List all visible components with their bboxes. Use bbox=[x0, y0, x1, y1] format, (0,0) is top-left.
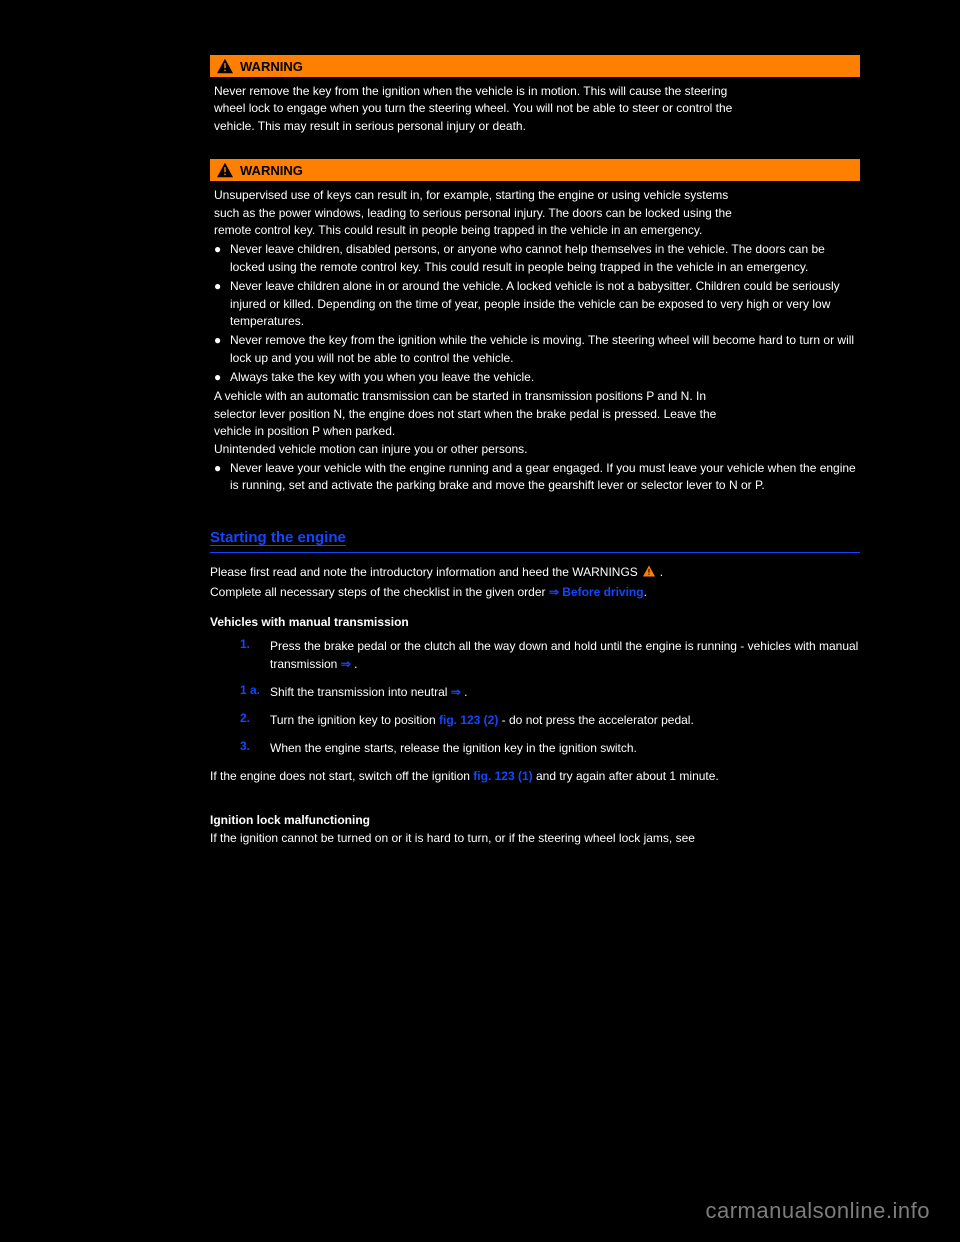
watermark: carmanualsonline.info bbox=[705, 1198, 930, 1224]
bullet-marker: ● bbox=[214, 460, 224, 495]
list-item: 1 a. Shift the transmission into neutral… bbox=[240, 683, 860, 701]
warning-header: WARNING bbox=[210, 55, 860, 77]
warning-text-line: such as the power windows, leading to se… bbox=[214, 205, 856, 222]
ignition-note: If the ignition cannot be turned on or i… bbox=[210, 829, 860, 847]
step-text: When the engine starts, release the igni… bbox=[270, 739, 637, 757]
section-heading: Starting the engine bbox=[210, 529, 860, 552]
intro-text: Please first read and note the introduct… bbox=[210, 563, 638, 581]
step-pre: Press the brake pedal or the clutch all … bbox=[270, 639, 858, 671]
list-item: 2. Turn the ignition key to position fig… bbox=[240, 711, 860, 729]
step-number: 2. bbox=[240, 711, 262, 729]
warning-box: WARNING Unsupervised use of keys can res… bbox=[210, 159, 860, 503]
step-link[interactable]: ⇒ bbox=[341, 657, 354, 671]
warning-bullet-item: ● Never leave children, disabled persons… bbox=[214, 241, 856, 276]
warning-triangle-icon bbox=[642, 565, 656, 577]
bullet-text: Never leave children alone in or around … bbox=[230, 278, 856, 330]
bullet-text: Never leave children, disabled persons, … bbox=[230, 241, 856, 276]
bullet-text: Never remove the key from the ignition w… bbox=[230, 332, 856, 367]
warning-bullet-item: ● Never remove the key from the ignition… bbox=[214, 332, 856, 367]
step-post: - do not press the accelerator pedal. bbox=[498, 713, 693, 727]
intro-note: Complete all necessary steps of the chec… bbox=[210, 583, 860, 601]
warning-box: WARNING Never remove the key from the ig… bbox=[210, 55, 860, 141]
warning-triangle-icon bbox=[216, 162, 234, 178]
warning-bullet-item: ● Always take the key with you when you … bbox=[214, 369, 856, 386]
fig-reference: fig. 123 (1) bbox=[473, 769, 532, 783]
warning-triangle-icon bbox=[216, 58, 234, 74]
bullet-marker: ● bbox=[214, 278, 224, 330]
step-text: Press the brake pedal or the clutch all … bbox=[270, 637, 860, 673]
warning-text-line: vehicle. This may result in serious pers… bbox=[214, 118, 856, 135]
bullet-text: Always take the key with you when you le… bbox=[230, 369, 534, 386]
note-after-steps: If the engine does not start, switch off… bbox=[210, 767, 860, 785]
note-post: and try again after about 1 minute. bbox=[533, 769, 719, 783]
intro-line: Please first read and note the introduct… bbox=[210, 563, 860, 581]
note-pre: If the engine does not start, switch off… bbox=[210, 769, 473, 783]
intro-link[interactable]: ⇒ Before driving bbox=[549, 585, 644, 599]
step-number: 1. bbox=[240, 637, 262, 673]
step-post: . bbox=[354, 657, 357, 671]
bullet-marker: ● bbox=[214, 241, 224, 276]
bullet-text: Never leave your vehicle with the engine… bbox=[230, 460, 856, 495]
warning-body: Unsupervised use of keys can result in, … bbox=[210, 181, 860, 503]
warning-text-line: wheel lock to engage when you turn the s… bbox=[214, 100, 856, 117]
list-item: 3. When the engine starts, release the i… bbox=[240, 739, 860, 757]
warning-bullet-list: ● Never leave your vehicle with the engi… bbox=[214, 460, 856, 495]
step-post: . bbox=[464, 685, 467, 699]
step-text: Shift the transmission into neutral ⇒ . bbox=[270, 683, 468, 701]
warning-label: WARNING bbox=[240, 163, 303, 178]
step-pre: When the engine starts, release the igni… bbox=[270, 741, 637, 755]
section-title: Starting the engine bbox=[210, 529, 346, 546]
warning-text-line: A vehicle with an automatic transmission… bbox=[214, 388, 856, 405]
warning-label: WARNING bbox=[240, 59, 303, 74]
bullet-marker: ● bbox=[214, 332, 224, 367]
warning-text-line: remote control key. This could result in… bbox=[214, 222, 856, 239]
fig-reference: fig. 123 (2) bbox=[439, 713, 498, 727]
intro-text-end: . bbox=[660, 563, 663, 581]
warning-text-line: selector lever position N, the engine do… bbox=[214, 406, 856, 423]
bullet-marker: ● bbox=[214, 369, 224, 386]
section-rule bbox=[210, 552, 860, 553]
warning-bullet-item: ● Never leave your vehicle with the engi… bbox=[214, 460, 856, 495]
step-pre: Turn the ignition key to position bbox=[270, 713, 439, 727]
sub-heading: Vehicles with manual transmission bbox=[210, 615, 860, 629]
step-link[interactable]: ⇒ bbox=[451, 685, 464, 699]
warning-text-line: Never remove the key from the ignition w… bbox=[214, 83, 856, 100]
warning-bullet-item: ● Never leave children alone in or aroun… bbox=[214, 278, 856, 330]
numbered-list: 1. Press the brake pedal or the clutch a… bbox=[240, 637, 860, 757]
list-item: 1. Press the brake pedal or the clutch a… bbox=[240, 637, 860, 673]
warning-text-line: vehicle in position P when parked. bbox=[214, 423, 856, 440]
warning-bullet-list: ● Never leave children, disabled persons… bbox=[214, 241, 856, 386]
warning-text-line: Unsupervised use of keys can result in, … bbox=[214, 187, 856, 204]
step-pre: Shift the transmission into neutral bbox=[270, 685, 451, 699]
step-number: 1 a. bbox=[240, 683, 262, 701]
intro-note-text: Complete all necessary steps of the chec… bbox=[210, 585, 549, 599]
warning-header: WARNING bbox=[210, 159, 860, 181]
warning-body: Never remove the key from the ignition w… bbox=[210, 77, 860, 141]
step-text: Turn the ignition key to position fig. 1… bbox=[270, 711, 694, 729]
step-number: 3. bbox=[240, 739, 262, 757]
ignition-heading: Ignition lock malfunctioning bbox=[210, 813, 860, 827]
warning-text-line: Unintended vehicle motion can injure you… bbox=[214, 441, 856, 458]
